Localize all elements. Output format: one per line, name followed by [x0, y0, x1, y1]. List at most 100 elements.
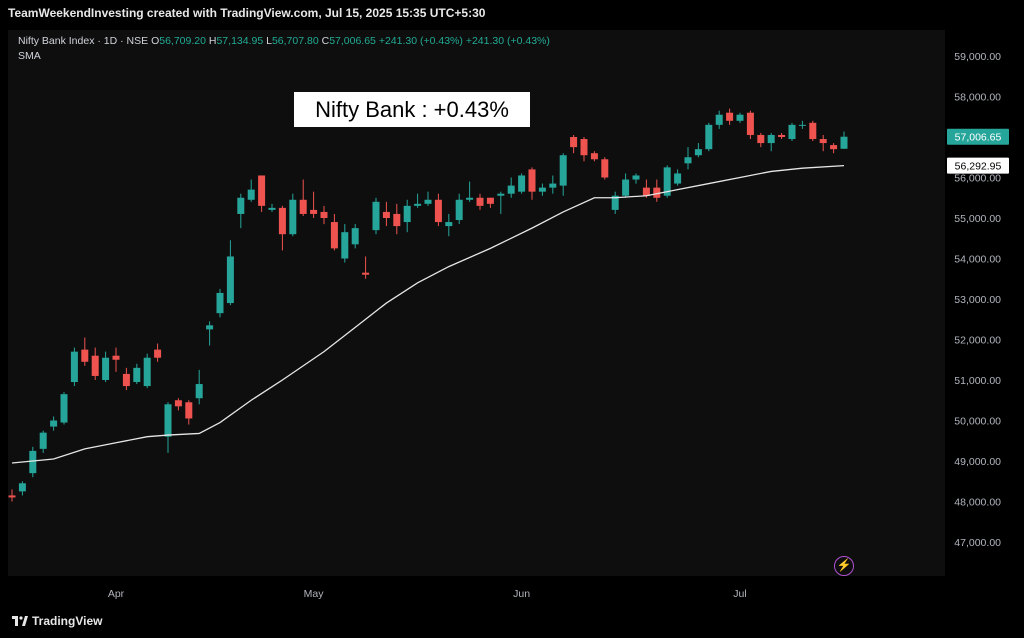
candle-body — [351, 228, 359, 245]
candle-body — [403, 205, 411, 223]
candle-body — [362, 272, 370, 275]
open-label: O — [151, 35, 160, 47]
candle-body — [143, 357, 151, 387]
candle-body — [258, 175, 266, 206]
candle-body — [486, 197, 494, 204]
candle-body — [81, 349, 89, 362]
candle-body — [518, 175, 526, 192]
sma-price-tag — [947, 157, 1009, 174]
candle-body — [29, 450, 37, 474]
last-price-tag — [947, 128, 1009, 145]
candle-body — [611, 195, 619, 210]
x-tick-label: May — [304, 588, 325, 600]
annotation-box[interactable]: Nifty Bank : +0.43% — [294, 92, 530, 127]
candle-body — [424, 199, 432, 204]
candle-body — [705, 124, 713, 150]
y-tick-label: 51,000.00 — [954, 375, 1001, 387]
candle-body — [830, 145, 838, 150]
x-tick-label: Jul — [733, 588, 746, 600]
change-value-repeat: +241.30 (+0.43%) — [465, 35, 550, 47]
x-tick-label: Apr — [108, 588, 125, 600]
candle-body — [112, 355, 120, 360]
candle-body — [39, 432, 47, 449]
candle-body — [393, 213, 401, 227]
symbol-label: Nifty Bank Index · 1D · NSE — [18, 35, 149, 47]
candle-body — [590, 153, 598, 160]
brand-label: TradingView — [32, 614, 103, 628]
candle-body — [382, 211, 390, 218]
sma-price-tag-label: 56,292.95 — [955, 161, 1002, 173]
candle-body — [164, 404, 172, 437]
candle-body — [601, 159, 609, 178]
tradingview-logo-icon — [12, 616, 28, 626]
candle-body — [8, 495, 16, 498]
candle-body — [684, 157, 692, 164]
tradingview-brand[interactable]: TradingView — [12, 614, 102, 628]
y-tick-label: 56,000.00 — [954, 173, 1001, 185]
candle-body — [767, 134, 775, 144]
candle-body — [216, 292, 224, 314]
sma-line — [11, 164, 845, 464]
y-tick-label: 59,000.00 — [954, 51, 1001, 63]
candle-body — [528, 169, 536, 192]
candle-body — [642, 187, 650, 196]
last-price-tag-label: 57,006.65 — [955, 132, 1002, 144]
candle-body — [757, 134, 765, 144]
candle-body — [778, 134, 786, 137]
candle-body — [653, 187, 661, 198]
candle-body — [798, 124, 806, 126]
candlestick-chart[interactable]: 47,000.00 48,000.00 49,000.00 50,000.00 51,0… — [0, 0, 1024, 606]
candle-body — [18, 483, 26, 492]
low-label: L — [266, 35, 272, 47]
candle-body — [632, 175, 640, 180]
candle-body — [320, 211, 328, 218]
candle-body — [694, 149, 702, 156]
low-value: 56,707.80 — [271, 35, 319, 47]
candle-body — [622, 179, 630, 196]
open-value: 56,709.20 — [159, 35, 206, 47]
candle-body — [91, 355, 99, 376]
y-tick-label: 55,000.00 — [954, 213, 1001, 225]
lightning-icon[interactable]: ⚡ — [834, 556, 854, 576]
y-tick-label: 49,000.00 — [954, 456, 1001, 468]
candle-body — [310, 209, 318, 214]
candle-body — [50, 420, 58, 427]
candle-body — [559, 155, 567, 186]
y-tick-label: 53,000.00 — [954, 294, 1001, 306]
y-tick-label: 54,000.00 — [954, 254, 1001, 266]
x-tick-label: Jun — [513, 588, 530, 600]
footer-bar — [0, 606, 1024, 638]
candle-body — [268, 207, 276, 210]
candle-body — [195, 384, 203, 399]
candle-body — [507, 185, 515, 194]
ohlc-legend: Nifty Bank Index · 1D · NSE O56,709.20 H… — [18, 35, 550, 47]
candle-body — [434, 199, 442, 223]
candle-body — [445, 222, 453, 227]
sma-indicator-label[interactable]: SMA — [18, 50, 41, 62]
candle-body — [726, 112, 734, 121]
candle-body — [476, 197, 484, 206]
candle-body — [715, 114, 723, 125]
y-tick-label: 48,000.00 — [954, 497, 1001, 509]
candle-body — [809, 122, 817, 140]
candle-body — [414, 203, 422, 206]
close-value: 57,006.65 — [329, 35, 376, 47]
candle-body — [154, 349, 162, 358]
candle-body — [570, 137, 578, 148]
candle-body — [538, 187, 546, 192]
candle-body — [133, 367, 141, 383]
change-value: +241.30 (+0.43%) — [378, 35, 463, 47]
candle-body — [70, 351, 78, 383]
y-tick-label: 47,000.00 — [954, 537, 1001, 549]
y-tick-label: 52,000.00 — [954, 335, 1001, 347]
candle-body — [466, 197, 474, 200]
candle-body — [455, 199, 463, 221]
candle-body — [580, 139, 588, 156]
candle-body — [226, 256, 234, 304]
candle-body — [840, 136, 848, 149]
candle-body — [549, 183, 557, 188]
candle-body — [497, 193, 505, 196]
candle-body — [746, 112, 754, 135]
candle-body — [60, 394, 68, 423]
